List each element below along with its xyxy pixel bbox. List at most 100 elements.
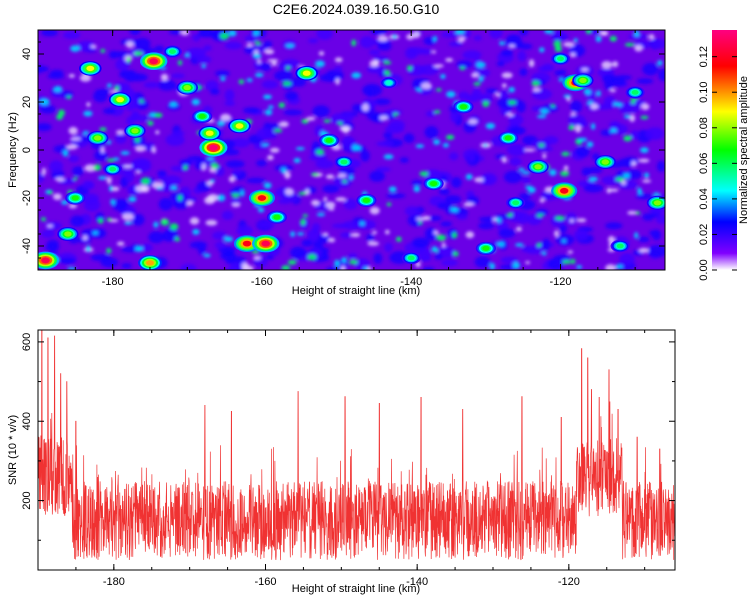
heatmap-peak: [379, 76, 398, 89]
heatmap-speckle: [368, 49, 381, 56]
heatmap-spot: [508, 86, 515, 93]
heatmap-spot: [223, 236, 233, 242]
heatmap-void: [151, 146, 157, 154]
heatmap-speckle: [224, 89, 235, 102]
snr-frame: [37, 329, 676, 571]
heatmap-peak-ring: [579, 77, 587, 83]
heatmap-speckle: [498, 228, 516, 238]
heatmap-void: [609, 188, 619, 192]
heatmap-void: [257, 59, 262, 64]
heatmap-speckle: [38, 66, 50, 72]
heatmap-speckle: [341, 137, 354, 147]
heatmap-speckle: [413, 78, 430, 84]
heatmap-speckle: [642, 62, 659, 76]
heatmap-void: [267, 154, 274, 161]
heatmap-speckle: [41, 30, 58, 37]
heatmap-speckle: [230, 138, 251, 148]
heatmap-speckle: [263, 40, 273, 49]
heatmap-spot: [169, 101, 178, 107]
heatmap-speckle: [125, 170, 135, 183]
heatmap-peak-ring: [198, 113, 206, 119]
heatmap-void: [66, 144, 78, 150]
heatmap-spot: [495, 217, 502, 223]
heatmap-spot: [512, 261, 520, 269]
heatmap-spot: [453, 251, 459, 257]
heatmap-speckle: [260, 63, 272, 72]
heatmap-peak-ring: [242, 240, 252, 247]
heatmap-speckle: [221, 246, 235, 256]
heatmap-peak-ring: [149, 58, 158, 65]
heatmap-peak: [625, 86, 645, 99]
heatmap-void: [340, 265, 346, 270]
heatmap-void: [46, 224, 54, 228]
heatmap-spot: [160, 218, 170, 226]
heatmap-void: [377, 35, 389, 42]
heatmap-spot: [624, 42, 635, 47]
heatmap-y-tick-label: -20: [21, 190, 33, 206]
heatmap-speckle: [129, 30, 141, 36]
heatmap-void: [269, 147, 280, 153]
heatmap-speckle: [148, 231, 165, 244]
heatmap-speckle: [474, 256, 491, 268]
heatmap-peak: [356, 193, 377, 207]
heatmap-peak: [199, 138, 228, 157]
heatmap-void: [68, 126, 78, 135]
heatmap-spot: [558, 78, 564, 82]
heatmap-speckle: [316, 30, 333, 40]
heatmap-void: [471, 72, 480, 78]
heatmap-speckle: [290, 246, 306, 259]
heatmap-spot: [515, 243, 524, 247]
heatmap-spot: [209, 179, 215, 183]
heatmap-speckle: [499, 264, 517, 270]
heatmap-spot: [315, 149, 325, 155]
heatmap-speckle: [129, 96, 141, 109]
heatmap-speckle: [632, 99, 646, 106]
heatmap-void: [246, 43, 254, 47]
heatmap-void: [84, 164, 97, 172]
heatmap-spot: [383, 60, 392, 65]
heatmap-spot: [657, 60, 663, 66]
heatmap-void: [68, 74, 75, 78]
heatmap-void: [420, 82, 432, 90]
heatmap-speckle: [531, 139, 551, 147]
heatmap-speckle: [369, 170, 385, 182]
heatmap-void: [141, 185, 150, 193]
heatmap-void: [231, 202, 241, 208]
heatmap-speckle: [210, 88, 220, 95]
heatmap-speckle: [319, 73, 340, 82]
heatmap-spot: [562, 260, 571, 265]
heatmap-spot: [302, 214, 308, 218]
heatmap-peak-ring: [631, 90, 639, 95]
heatmap-void: [82, 235, 88, 241]
heatmap-void: [106, 176, 112, 185]
heatmap-spot: [106, 140, 112, 145]
colorbar-ticks: 0.00 0.02 0.04 0.06 0.08 0.10 0.12: [698, 46, 737, 281]
heatmap-speckle: [655, 214, 665, 224]
heatmap-speckle: [422, 266, 435, 270]
heatmap-speckle: [244, 46, 257, 54]
heatmap-void: [457, 36, 466, 43]
heatmap-spot: [300, 218, 306, 226]
heatmap-spot: [538, 143, 545, 148]
heatmap-peak-ring: [261, 240, 271, 247]
heatmap-spot: [554, 46, 563, 53]
heatmap-void: [599, 30, 607, 36]
heatmap-speckle: [658, 68, 665, 82]
heatmap-spot: [310, 172, 320, 177]
heatmap-spot: [47, 190, 53, 195]
heatmap-void: [189, 217, 200, 225]
heatmap-speckle: [373, 55, 389, 62]
heatmap-speckle: [521, 176, 531, 184]
heatmap-spot: [263, 182, 272, 189]
heatmap-void: [581, 67, 589, 72]
heatmap-spot: [70, 45, 80, 52]
heatmap-spot: [141, 177, 150, 185]
heatmap-spot: [521, 171, 531, 175]
heatmap-speckle: [301, 239, 313, 247]
heatmap-speckle: [203, 45, 212, 52]
snr-y-axis-label: SNR (10 * v/v): [7, 415, 19, 485]
colorbar-tick-label: 0.10: [698, 82, 710, 103]
heatmap-speckle: [331, 113, 347, 125]
heatmap-speckle: [519, 68, 528, 76]
heatmap-void: [284, 171, 291, 179]
